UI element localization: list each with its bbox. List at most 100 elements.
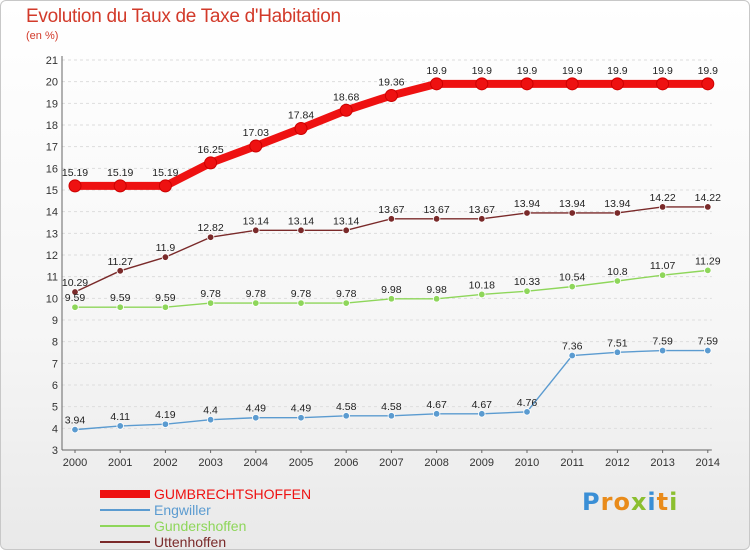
data-label: 13.67 — [378, 204, 404, 216]
data-point — [384, 89, 398, 103]
x-tick-label: 2007 — [379, 457, 403, 469]
y-tick-label: 8 — [52, 337, 58, 349]
x-tick-label: 2014 — [696, 457, 720, 469]
y-tick-label: 15 — [46, 185, 58, 197]
data-label: 9.78 — [246, 288, 267, 300]
x-tick-label: 2005 — [289, 457, 313, 469]
data-point — [206, 299, 215, 307]
data-point — [568, 351, 576, 360]
data-point — [161, 420, 170, 428]
data-point — [294, 121, 308, 135]
data-point — [342, 226, 350, 234]
data-label: 9.98 — [426, 284, 447, 296]
y-tick-label: 13 — [46, 228, 58, 240]
data-point — [161, 253, 170, 261]
x-tick-label: 2013 — [650, 457, 674, 469]
data-label: 15.19 — [62, 167, 88, 179]
data-label: 11.29 — [695, 255, 721, 267]
data-point — [252, 414, 260, 422]
y-tick-label: 16 — [46, 163, 58, 175]
legend-label: GUMBRECHTSHOFFEN — [154, 486, 312, 502]
y-tick-label: 21 — [46, 55, 58, 67]
data-point — [610, 77, 624, 91]
data-label: 19.9 — [517, 65, 538, 77]
data-label: 19.36 — [378, 77, 404, 89]
y-tick-label: 17 — [46, 142, 58, 154]
data-label: 19.9 — [607, 65, 628, 77]
data-label: 11.27 — [107, 256, 133, 268]
data-point — [116, 422, 124, 430]
chart-subtitle: (en %) — [26, 30, 59, 42]
data-label: 9.59 — [65, 292, 86, 304]
legend-label: Uttenhoffen — [154, 534, 227, 550]
data-label: 10.29 — [62, 277, 88, 289]
data-point — [116, 303, 124, 311]
data-label: 17.84 — [288, 109, 314, 121]
data-label: 19.9 — [426, 65, 447, 77]
data-label: 4.49 — [246, 403, 267, 415]
data-point — [249, 139, 263, 153]
data-point — [568, 209, 576, 217]
data-label: 19.9 — [562, 65, 583, 77]
proxiti-logo: Proxiti — [582, 488, 679, 516]
data-label: 10.54 — [559, 272, 585, 284]
data-label: 13.94 — [514, 198, 540, 210]
data-label: 13.94 — [559, 198, 585, 210]
data-point — [568, 282, 576, 291]
y-tick-label: 12 — [46, 250, 58, 262]
data-label: 15.19 — [107, 167, 133, 179]
data-label: 13.14 — [333, 215, 359, 227]
y-tick-label: 19 — [46, 98, 58, 110]
y-tick-label: 4 — [52, 423, 58, 435]
data-label: 10.33 — [514, 276, 540, 288]
data-label: 16.25 — [197, 144, 223, 156]
data-point — [387, 412, 396, 420]
data-label: 10.8 — [607, 266, 628, 278]
data-label: 9.78 — [200, 288, 221, 300]
y-tick-label: 20 — [46, 77, 58, 89]
data-label: 13.14 — [288, 215, 314, 227]
data-point — [297, 226, 305, 234]
data-point — [204, 156, 218, 170]
data-point — [613, 348, 622, 356]
legend-swatch — [100, 509, 150, 511]
y-tick-label: 14 — [46, 207, 58, 219]
data-point — [613, 277, 622, 285]
y-tick-label: 18 — [46, 120, 58, 132]
data-label: 7.59 — [698, 336, 719, 348]
y-tick-label: 6 — [52, 380, 58, 392]
y-tick-label: 3 — [52, 445, 58, 457]
data-point — [206, 233, 215, 241]
data-label: 4.67 — [472, 399, 493, 411]
data-point — [701, 77, 715, 91]
data-point — [478, 290, 486, 299]
data-label: 12.82 — [197, 222, 223, 234]
data-label: 19.9 — [472, 65, 493, 77]
y-tick-label: 10 — [46, 293, 58, 305]
data-point — [704, 346, 712, 355]
data-label: 4.49 — [291, 403, 312, 415]
data-label: 9.59 — [155, 292, 176, 304]
data-point — [658, 271, 667, 279]
data-label: 4.67 — [426, 399, 447, 411]
data-point — [387, 295, 396, 303]
data-point — [206, 415, 215, 424]
y-tick-label: 11 — [47, 272, 58, 284]
data-point — [113, 179, 127, 193]
data-point — [71, 303, 79, 311]
data-point — [68, 179, 82, 193]
data-point — [252, 299, 260, 307]
data-label: 9.98 — [381, 284, 402, 296]
x-tick-label: 2009 — [470, 457, 494, 469]
data-label: 15.19 — [152, 167, 178, 179]
x-tick-label: 2008 — [424, 457, 448, 469]
data-label: 19.9 — [698, 65, 719, 77]
data-point — [342, 299, 350, 307]
data-label: 4.58 — [381, 401, 402, 413]
data-label: 4.76 — [517, 397, 538, 409]
data-point — [656, 77, 670, 91]
data-label: 4.4 — [203, 405, 218, 417]
x-tick-label: 2000 — [63, 457, 87, 469]
data-point — [71, 425, 79, 434]
data-point — [432, 295, 441, 303]
